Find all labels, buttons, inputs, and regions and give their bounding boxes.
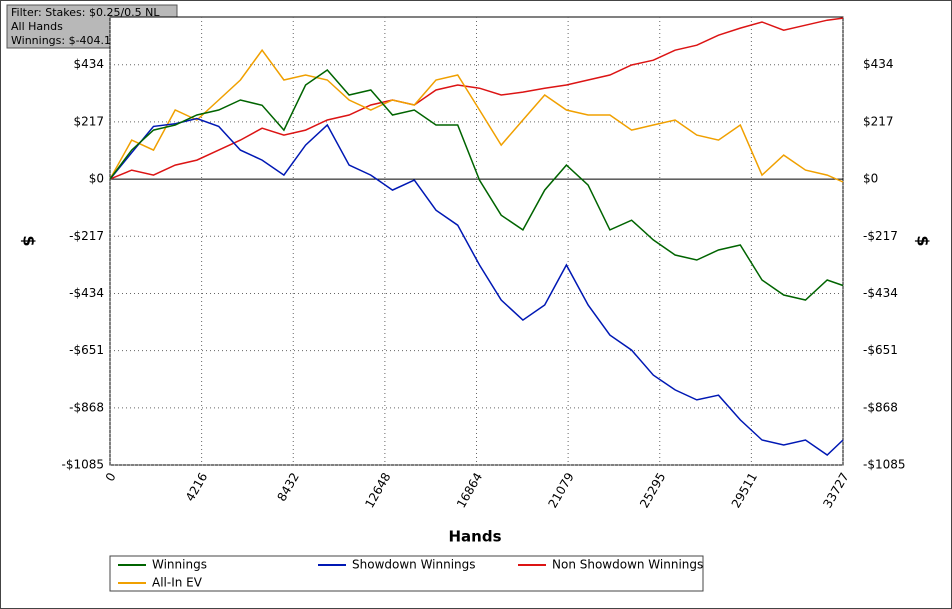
y-axis-title: $ [20,235,39,246]
x-axis-title: Hands [448,528,501,546]
legend-label: All-In EV [152,576,203,590]
y-tick-label: -$434 [69,286,104,300]
series-line [109,17,844,180]
legend [109,555,704,592]
y-tick-label: $0 [89,172,104,186]
series-line [109,69,844,301]
y-axis-title: $ [914,235,933,246]
y-tick-label: $434 [863,57,894,71]
y-tick-label: -$651 [863,343,898,357]
legend-label: Showdown Winnings [352,558,476,572]
y-tick-label: $217 [73,114,104,128]
legend-label: Winnings [152,558,207,572]
y-tick-label: -$868 [69,400,104,414]
info-line: Winnings: $-404.10 [11,34,118,47]
y-tick-label: -$868 [863,400,898,414]
y-tick-label: $217 [863,114,894,128]
y-tick-label: -$1085 [863,458,906,472]
y-tick-label: $434 [73,57,104,71]
y-tick-label: -$1085 [61,458,104,472]
series-line [109,48,844,183]
y-tick-label: -$434 [863,286,898,300]
info-line: Filter: Stakes: $0.25/0.5 NL [11,6,160,19]
y-tick-label: -$651 [69,343,104,357]
series-line [109,117,844,456]
y-tick-label: -$217 [69,229,104,243]
y-tick-label: $0 [863,172,878,186]
y-tick-label: -$217 [863,229,898,243]
info-line: All Hands [11,20,63,33]
legend-label: Non Showdown Winnings [552,558,703,572]
